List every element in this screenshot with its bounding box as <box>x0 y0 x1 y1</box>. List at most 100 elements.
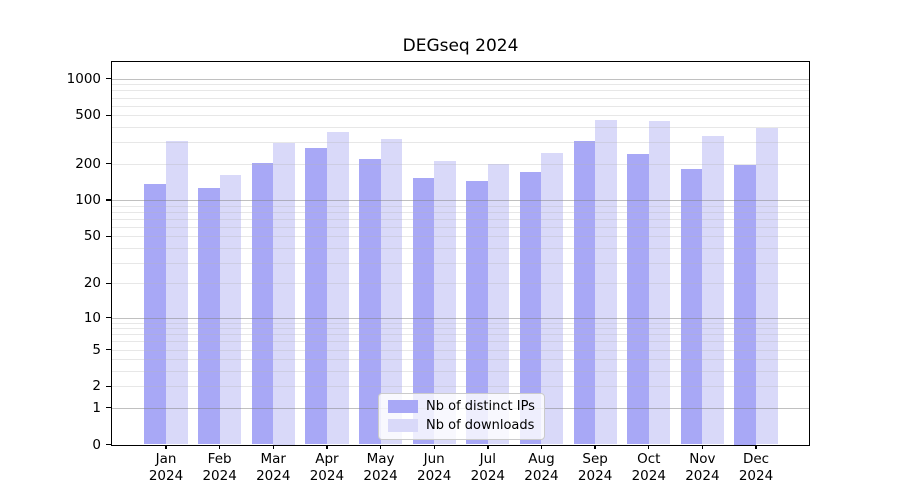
minor-gridline-3 <box>112 371 809 373</box>
chart-title: DEGseq 2024 <box>402 36 519 56</box>
x-tick-mark-jun <box>433 444 435 449</box>
y-tick-mark-200 <box>106 162 111 165</box>
y-tick-mark-500 <box>106 114 111 116</box>
legend: Nb of distinct IPs Nb of downloads <box>378 393 545 440</box>
legend-label-downloads: Nb of downloads <box>426 418 535 433</box>
x-tick-label-may: May 2024 <box>363 451 398 484</box>
minor-gridline-4 <box>112 359 809 361</box>
bar-jan-downloads <box>166 141 188 445</box>
x-tick-label-jul: Jul 2024 <box>470 451 505 484</box>
legend-swatch-downloads <box>388 419 418 432</box>
bar-nov-downloads <box>702 135 724 445</box>
y-tick-mark-10 <box>106 316 111 319</box>
x-tick-mark-dec <box>755 444 757 449</box>
minor-gridline-60 <box>112 226 809 228</box>
minor-gridline-9 <box>112 322 809 324</box>
minor-gridline-2 <box>112 386 809 388</box>
x-tick-mark-apr <box>326 444 328 449</box>
y-tick-label-500: 500 <box>75 107 101 124</box>
x-tick-label-jan: Jan 2024 <box>148 451 184 484</box>
bar-jul-downloads <box>487 164 510 445</box>
minor-gridline-700 <box>112 97 809 99</box>
bar-aug-distinct-ips <box>519 171 542 445</box>
bar-sep-distinct-ips <box>573 141 596 445</box>
y-tick-mark-1 <box>106 407 111 409</box>
bar-may-distinct-ips <box>358 158 381 445</box>
minor-gridline-900 <box>112 84 809 86</box>
x-tick-label-sep: Sep 2024 <box>577 451 613 484</box>
bar-jun-distinct-ips <box>412 178 435 445</box>
major-gridline-1000 <box>112 78 809 80</box>
minor-gridline-40 <box>112 247 809 249</box>
y-tick-mark-100 <box>106 199 111 201</box>
y-tick-label-1: 1 <box>92 399 101 416</box>
minor-gridline-8 <box>112 328 809 330</box>
x-tick-mark-aug <box>540 444 543 449</box>
minor-gridline-30 <box>112 262 809 264</box>
y-tick-label-50: 50 <box>83 228 101 245</box>
legend-item-downloads: Nb of downloads <box>388 418 535 433</box>
minor-gridline-7 <box>112 334 809 336</box>
y-tick-mark-1000 <box>106 77 111 80</box>
minor-gridline-70 <box>112 218 809 220</box>
x-tick-label-jun: Jun 2024 <box>417 451 452 484</box>
x-tick-mark-jan <box>165 444 167 449</box>
x-tick-label-feb: Feb 2024 <box>202 451 237 484</box>
x-tick-mark-mar <box>272 444 274 449</box>
x-tick-mark-nov <box>701 444 704 449</box>
minor-gridline-6 <box>112 341 809 343</box>
bar-jan-distinct-ips <box>144 184 166 445</box>
y-tick-label-20: 20 <box>83 275 101 292</box>
x-tick-label-aug: Aug 2024 <box>524 451 559 484</box>
y-tick-label-100: 100 <box>75 192 101 209</box>
minor-gridline-300 <box>112 142 809 144</box>
legend-label-distinct-ips: Nb of distinct IPs <box>426 399 535 414</box>
x-tick-mark-feb <box>218 444 221 449</box>
minor-gridline-600 <box>112 105 809 107</box>
legend-swatch-distinct-ips <box>388 400 418 413</box>
minor-gridline-80 <box>112 211 809 213</box>
y-tick-mark-0 <box>106 443 111 446</box>
y-tick-mark-5 <box>106 348 111 351</box>
bar-may-downloads <box>380 139 403 445</box>
y-tick-mark-20 <box>106 282 111 284</box>
bar-sep-downloads <box>595 120 617 445</box>
minor-gridline-5 <box>112 349 809 351</box>
x-tick-label-apr: Apr 2024 <box>309 451 345 484</box>
y-tick-label-1000: 1000 <box>66 70 101 87</box>
bar-mar-distinct-ips <box>251 162 274 445</box>
minor-gridline-90 <box>112 205 809 207</box>
x-tick-mark-jul <box>487 444 489 449</box>
bar-feb-downloads <box>219 175 242 445</box>
x-tick-label-oct: Oct 2024 <box>631 451 666 484</box>
x-tick-mark-sep <box>594 444 596 449</box>
bar-mar-downloads <box>273 143 295 445</box>
x-tick-label-mar: Mar 2024 <box>256 451 291 484</box>
minor-gridline-20 <box>112 283 809 285</box>
minor-gridline-200 <box>112 163 809 165</box>
y-tick-label-0: 0 <box>92 436 101 453</box>
y-tick-label-5: 5 <box>92 341 101 358</box>
bar-apr-distinct-ips <box>305 148 327 445</box>
bar-jun-downloads <box>434 160 456 445</box>
y-tick-mark-50 <box>106 235 111 237</box>
minor-gridline-800 <box>112 90 809 92</box>
y-tick-mark-2 <box>106 385 111 387</box>
y-tick-label-10: 10 <box>83 309 101 326</box>
bar-dec-distinct-ips <box>734 165 757 445</box>
x-tick-mark-oct <box>648 444 650 449</box>
minor-gridline-500 <box>112 115 809 117</box>
bar-aug-downloads <box>541 152 564 445</box>
x-tick-mark-may <box>379 444 382 449</box>
x-tick-label-nov: Nov 2024 <box>685 451 720 484</box>
bar-nov-distinct-ips <box>680 169 703 445</box>
major-gridline-100 <box>112 200 809 202</box>
bar-jul-distinct-ips <box>466 181 488 445</box>
bar-oct-downloads <box>648 121 671 445</box>
bar-oct-distinct-ips <box>627 154 649 445</box>
minor-gridline-50 <box>112 236 809 238</box>
plot-area <box>112 62 809 445</box>
x-tick-label-dec: Dec 2024 <box>738 451 774 484</box>
bar-apr-downloads <box>326 131 349 445</box>
